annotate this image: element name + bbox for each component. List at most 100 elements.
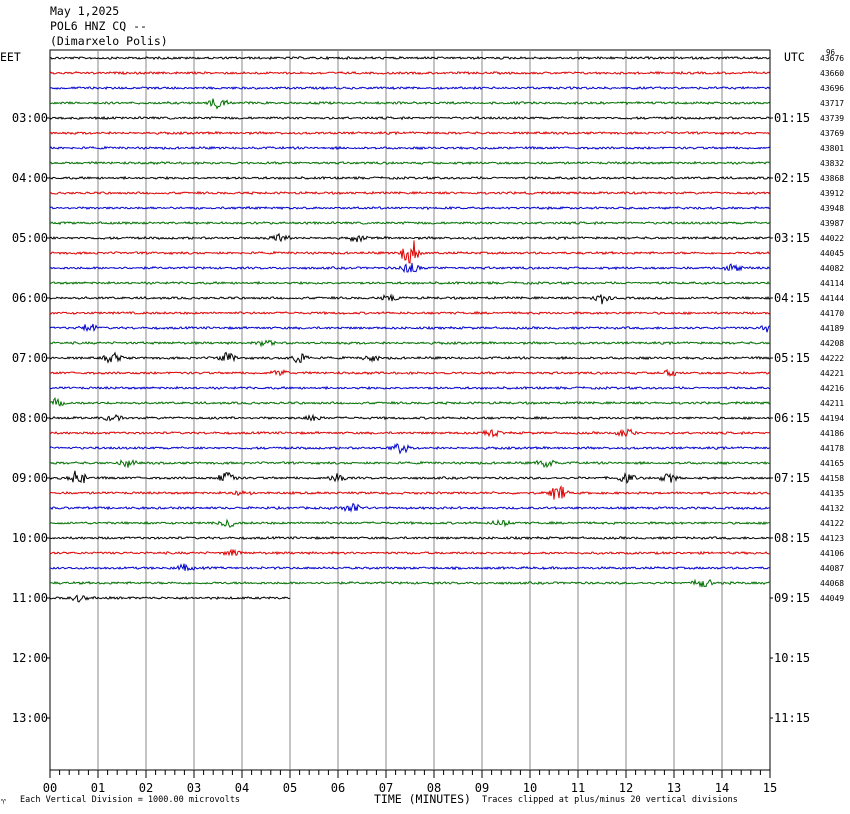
trace-count-label: 44216: [820, 384, 844, 393]
trace-count-label: 44189: [820, 324, 844, 333]
x-tick-label: 03: [187, 781, 201, 795]
seismic-trace: [49, 385, 771, 391]
right-timezone-label: UTC: [784, 50, 805, 64]
seismic-trace: [49, 145, 771, 151]
seismic-trace: [49, 594, 291, 603]
trace-count-label: 44087: [820, 564, 844, 573]
x-tick-label: 11: [571, 781, 585, 795]
x-tick-label: 07: [379, 781, 393, 795]
seismic-trace: [49, 535, 771, 541]
trace-count-label: 43676: [820, 54, 844, 63]
seismic-trace: [49, 55, 771, 61]
trace-count-label: 44132: [820, 504, 844, 513]
seismic-trace: [49, 339, 771, 348]
left-hour-label: 06:00: [12, 291, 48, 305]
plot-date: May 1,2025: [50, 4, 120, 18]
right-hour-label: 04:15: [774, 291, 810, 305]
seismic-trace: [49, 190, 771, 196]
trace-count-label: 44022: [820, 234, 844, 243]
left-hour-label: 09:00: [12, 471, 48, 485]
seismic-trace: [49, 220, 771, 226]
seismic-trace: [49, 130, 771, 136]
seismic-trace: [49, 470, 771, 484]
station-location: (Dimarxelo Polis): [50, 34, 168, 48]
seismic-trace: [49, 240, 771, 264]
right-hour-label: 01:15: [774, 111, 810, 125]
trace-count-label: 44211: [820, 399, 844, 408]
right-hour-label: 11:15: [774, 711, 810, 725]
trace-count-label: 43717: [820, 99, 844, 108]
trace-count-label: 44178: [820, 444, 844, 453]
right-hour-label: 03:15: [774, 231, 810, 245]
x-tick-label: 06: [331, 781, 345, 795]
seismic-trace: [49, 458, 771, 469]
trace-count-label: 43912: [820, 189, 844, 198]
x-axis-label: TIME (MINUTES): [374, 792, 471, 806]
seismic-trace: [49, 70, 771, 76]
trace-count-label: 44068: [820, 579, 844, 588]
seismic-trace: [49, 351, 771, 364]
left-hour-label: 13:00: [12, 711, 48, 725]
seismic-trace: [49, 428, 771, 438]
trace-count-label: 43868: [820, 174, 844, 183]
right-hour-label: 02:15: [774, 171, 810, 185]
right-hour-label: 07:15: [774, 471, 810, 485]
seismic-trace: [49, 310, 771, 316]
right-hour-label: 09:15: [774, 591, 810, 605]
x-tick-label: 02: [139, 781, 153, 795]
x-tick-label: 12: [619, 781, 633, 795]
seismic-trace: [49, 115, 771, 121]
seismic-trace: [49, 578, 771, 588]
logo-glyph: ♈: [1, 797, 6, 806]
trace-count-label: 43769: [820, 129, 844, 138]
trace-count-label: 44158: [820, 474, 844, 483]
x-tick-label: 10: [523, 781, 537, 795]
right-hour-label: 06:15: [774, 411, 810, 425]
trace-count-label: 43948: [820, 204, 844, 213]
left-hour-label: 10:00: [12, 531, 48, 545]
left-hour-label: 11:00: [12, 591, 48, 605]
right-hour-label: 10:15: [774, 651, 810, 665]
seismic-trace: [49, 280, 771, 286]
seismic-trace: [49, 397, 771, 407]
trace-count-label: 43696: [820, 84, 844, 93]
trace-count-label: 44135: [820, 489, 844, 498]
seismic-trace: [49, 293, 771, 305]
trace-count-label: 44114: [820, 279, 844, 288]
trace-count-label: 44144: [820, 294, 844, 303]
left-hour-label: 12:00: [12, 651, 48, 665]
seismic-trace: [49, 548, 771, 557]
trace-count-label: 44082: [820, 264, 844, 273]
trace-count-label: 43987: [820, 219, 844, 228]
right-hour-label: 08:15: [774, 531, 810, 545]
station-code: POL6 HNZ CQ --: [50, 19, 147, 33]
left-hour-label: 08:00: [12, 411, 48, 425]
x-tick-label: 08: [427, 781, 441, 795]
seismic-trace: [49, 413, 771, 422]
x-tick-label: 13: [667, 781, 681, 795]
seismic-trace: [49, 518, 770, 528]
x-tick-label: 04: [235, 781, 249, 795]
x-tick-label: 15: [763, 781, 777, 795]
left-hour-label: 03:00: [12, 111, 48, 125]
scale-note: Each Vertical Division = 1000.00 microvo…: [20, 795, 241, 805]
trace-count-label: 43801: [820, 144, 844, 153]
left-hour-label: 05:00: [12, 231, 48, 245]
seismic-trace: [49, 175, 771, 181]
trace-count-label: 44186: [820, 429, 844, 438]
trace-count-label: 44106: [820, 549, 844, 558]
trace-count-label: 44208: [820, 339, 844, 348]
plot-frame: [49, 49, 771, 771]
trace-count-label: 44222: [820, 354, 844, 363]
seismic-trace: [49, 160, 771, 166]
trace-count-label: 44194: [820, 414, 844, 423]
seismic-trace: [49, 262, 771, 274]
trace-count-label: 43739: [820, 114, 844, 123]
trace-count-label: 44122: [820, 519, 844, 528]
seismic-trace: [49, 232, 771, 243]
seismic-trace: [49, 368, 771, 377]
x-tick-label: 00: [43, 781, 57, 795]
seismic-trace: [49, 502, 771, 513]
trace-count-label: 44170: [820, 309, 844, 318]
